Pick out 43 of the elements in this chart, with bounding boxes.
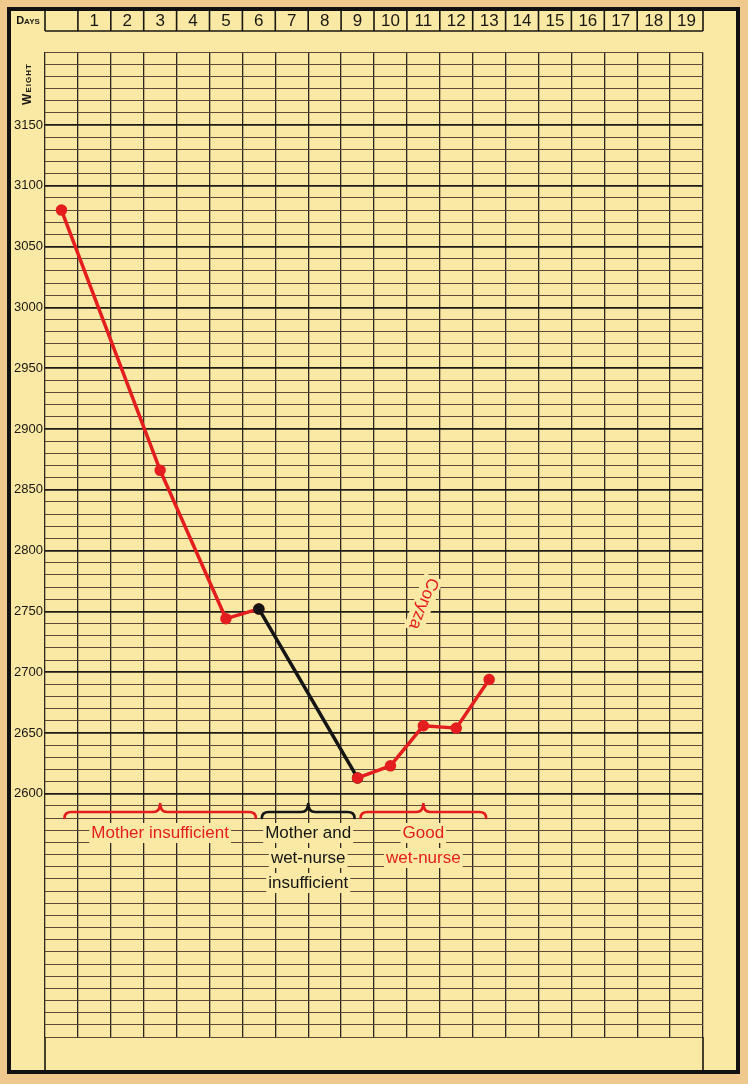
y-axis-title: Weight [20, 63, 35, 105]
x-tick-label: 5 [221, 11, 231, 31]
x-tick-label: 10 [380, 11, 400, 31]
x-tick-label: 7 [287, 11, 297, 31]
y-tick-label: 3150 [14, 116, 43, 132]
y-tick-label: 2800 [14, 542, 43, 558]
x-tick-label: 2 [122, 11, 132, 31]
point [384, 760, 397, 772]
x-tick-label: 8 [319, 11, 330, 31]
y-tick-label: 3000 [14, 298, 43, 314]
point [55, 204, 68, 216]
x-tick-label: 4 [188, 11, 198, 31]
point [450, 722, 462, 734]
x-tick-label: 15 [545, 11, 565, 31]
x-tick-label: 14 [512, 11, 532, 31]
y-tick-label: 2850 [14, 481, 43, 497]
x-tick-label: 16 [578, 11, 598, 31]
point [154, 464, 166, 477]
annotation: Mother and wet-nurse insufficient [265, 822, 352, 892]
y-tick-label: 2650 [14, 724, 43, 740]
y-tick-label: 2700 [14, 663, 43, 679]
x-tick-label: 9 [352, 11, 363, 31]
y-tick-label: 3050 [14, 238, 43, 254]
point [417, 719, 430, 732]
y-tick-label: 2750 [14, 602, 43, 618]
point [220, 612, 232, 625]
y-tick-label: 2900 [14, 420, 43, 436]
x-tick-label: 11 [414, 11, 433, 31]
annotation: Good wet-nurse [385, 822, 461, 867]
x-tick-label: 1 [89, 11, 100, 31]
x-tick-label: 12 [446, 11, 466, 31]
x-tick-label: 19 [677, 11, 697, 31]
y-tick-label: 2600 [14, 785, 43, 801]
y-tick-label: 3100 [14, 177, 43, 193]
x-tick-label: 17 [611, 11, 631, 31]
x-tick-label: 6 [254, 11, 264, 31]
y-tick-label: 2950 [14, 359, 43, 375]
annotation: Mother insufficient [91, 822, 230, 842]
x-tick-label: 18 [644, 11, 664, 31]
x-tick-label: 13 [479, 11, 499, 31]
x-tick-label: 3 [155, 11, 165, 31]
x-axis-title: Days [16, 14, 41, 27]
point [483, 673, 495, 686]
